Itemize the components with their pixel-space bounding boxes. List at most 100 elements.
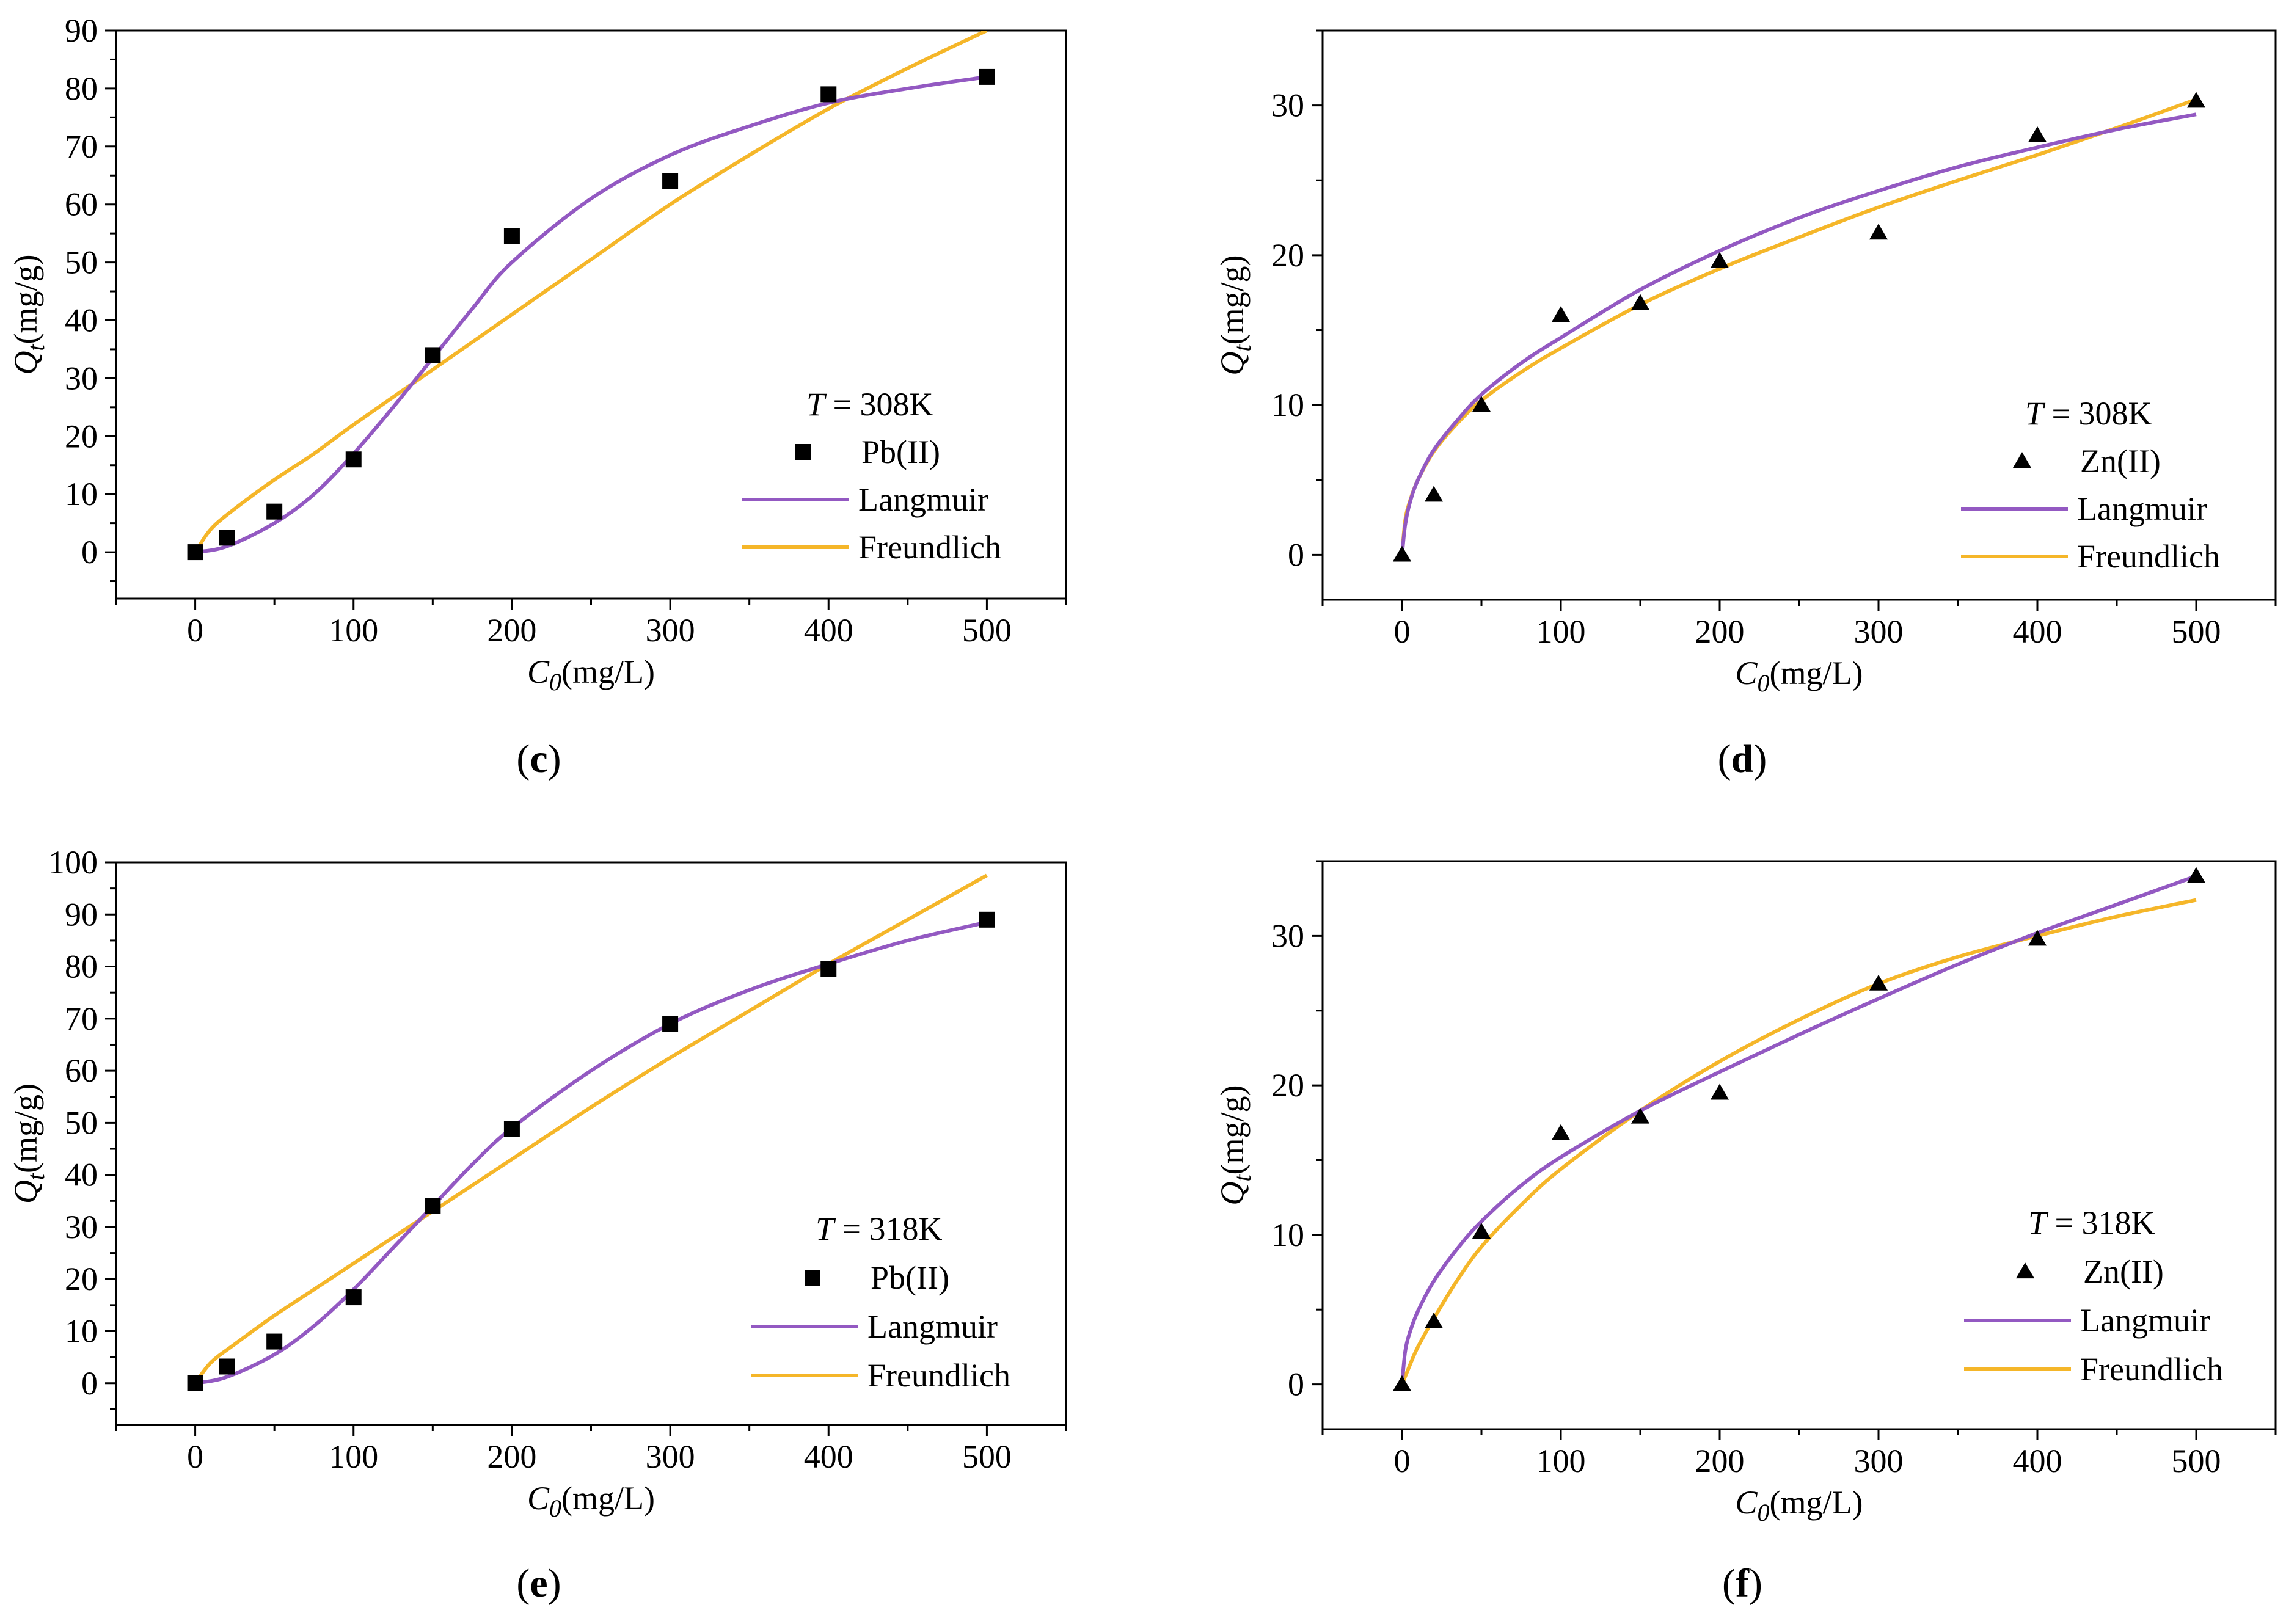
y-tick-label: 0: [81, 534, 98, 570]
legend-freundlich-label: Freundlich: [858, 529, 1001, 566]
y-tick-label: 0: [81, 1365, 98, 1402]
legend-marker: [795, 444, 811, 460]
legend-langmuir-label: Langmuir: [858, 481, 988, 518]
data-point: [1551, 1124, 1571, 1140]
legend-marker: [2015, 1262, 2035, 1279]
y-tick-label: 70: [65, 128, 98, 165]
legend-points-label: Pb(II): [861, 434, 940, 470]
y-tick-label: 30: [65, 1209, 98, 1245]
y-tick-label: 30: [1271, 87, 1304, 124]
data-point: [2028, 126, 2047, 142]
data-point: [1392, 1375, 1412, 1391]
data-point: [1631, 1107, 1650, 1124]
freundlich-curve: [194, 31, 988, 553]
x-tick-label: 500: [2172, 1443, 2221, 1479]
data-point: [425, 1198, 441, 1214]
x-tick-label: 100: [1536, 613, 1586, 650]
y-tick-label: 40: [65, 1157, 98, 1193]
freundlich-curve: [1400, 97, 2197, 555]
x-tick-label: 200: [1695, 1443, 1745, 1479]
y-tick-label: 40: [65, 302, 98, 338]
x-tick-label: 0: [1394, 1443, 1411, 1479]
data-point: [187, 1375, 203, 1391]
x-tick-label: 400: [804, 1438, 853, 1475]
x-tick-label: 500: [962, 612, 1012, 649]
legend-points-label: Zn(II): [2083, 1253, 2164, 1290]
x-tick-label: 300: [646, 1438, 695, 1475]
plot-frame: [1321, 860, 2277, 1430]
data-point: [820, 961, 837, 977]
x-tick-label: 100: [329, 612, 378, 649]
y-tick-label: 90: [65, 896, 98, 933]
legend-points-label: Zn(II): [2080, 443, 2161, 479]
data-point: [219, 1358, 235, 1375]
y-tick-label: 60: [65, 1052, 98, 1089]
data-point: [662, 173, 679, 189]
legend-marker: [805, 1270, 820, 1286]
data-point: [219, 530, 235, 546]
y-tick-label: 10: [65, 476, 98, 512]
x-tick-label: 500: [962, 1438, 1012, 1475]
data-point: [662, 1016, 679, 1032]
y-tick-label: 10: [1271, 1217, 1304, 1253]
data-point: [1472, 396, 1491, 412]
x-tick-label: 400: [804, 612, 853, 649]
y-tick-label: 50: [65, 244, 98, 281]
y-axis-label: Qt(mg/g): [1214, 1085, 1256, 1205]
data-point: [2186, 867, 2206, 883]
y-tick-label: 20: [65, 1261, 98, 1297]
y-axis-label: Qt(mg/g): [7, 254, 49, 374]
legend-temperature: T = 308K: [806, 386, 933, 423]
x-tick-label: 400: [2013, 1443, 2062, 1479]
y-tick-label: 20: [1271, 1067, 1304, 1104]
data-point: [820, 86, 837, 103]
data-point: [1869, 224, 1888, 240]
data-point: [503, 228, 520, 244]
panel-caption-e: (e): [516, 1561, 561, 1606]
panel-caption-f: (f): [1722, 1561, 1762, 1606]
y-tick-label: 20: [65, 418, 98, 454]
data-point: [187, 544, 203, 561]
langmuir-curve: [1400, 112, 2197, 555]
x-tick-label: 100: [1536, 1443, 1586, 1479]
panel-caption-c: (c): [516, 737, 561, 781]
y-tick-label: 80: [65, 70, 98, 107]
data-point: [1710, 252, 1729, 268]
chart-panel-e: 0 100 200 300 400 500 0 10 20 30 40 50 60 70 80 90 100 C0…: [7, 844, 1067, 1522]
y-tick-label: 90: [65, 12, 98, 49]
y-tick-label: 30: [1271, 917, 1304, 954]
data-point: [345, 451, 362, 468]
y-tick-label: 50: [65, 1104, 98, 1141]
chart-panel-d: 0 100 200 300 400 500 0 10 20 30 C0(mg/L) Qt(mg/g) T…: [1214, 29, 2277, 697]
legend-langmuir-label: Langmuir: [867, 1308, 998, 1345]
x-tick-label: 100: [329, 1438, 378, 1475]
y-axis-label: Qt(mg/g): [7, 1083, 49, 1204]
data-point: [979, 68, 995, 85]
x-tick-label: 200: [487, 612, 536, 649]
legend-temperature: T = 308K: [2025, 395, 2152, 432]
legend-points-label: Pb(II): [871, 1259, 949, 1296]
x-tick-label: 300: [646, 612, 695, 649]
legend-langmuir-label: Langmuir: [2077, 490, 2207, 527]
y-tick-label: 100: [48, 844, 98, 881]
legend-langmuir-label: Langmuir: [2080, 1302, 2210, 1339]
y-tick-label: 30: [65, 360, 98, 396]
langmuir-curve: [195, 75, 987, 555]
legend-marker: [2012, 452, 2032, 468]
y-tick-label: 10: [65, 1313, 98, 1350]
freundlich-curve: [1400, 898, 2197, 1385]
chart-panel-f: 0 100 200 300 400 500 0 10 20 30 C0(mg/L) Qt(mg/g) T…: [1214, 860, 2277, 1526]
x-axis-label: C0(mg/L): [1736, 1484, 1863, 1526]
x-tick-label: 0: [1394, 613, 1411, 650]
data-point: [1869, 974, 1888, 991]
legend-temperature: T = 318K: [816, 1211, 943, 1247]
legend-freundlich-label: Freundlich: [2077, 538, 2220, 575]
data-point: [425, 347, 441, 363]
x-tick-label: 500: [2172, 613, 2221, 650]
data-point: [1424, 1312, 1444, 1328]
data-point: [979, 911, 995, 928]
chart-panel-c: 0 100 200 300 400 500 0 10 20 30 40 50 60 70 80 90 C0(mg…: [7, 12, 1067, 696]
x-tick-label: 300: [1854, 613, 1904, 650]
legend-freundlich-label: Freundlich: [867, 1357, 1010, 1394]
